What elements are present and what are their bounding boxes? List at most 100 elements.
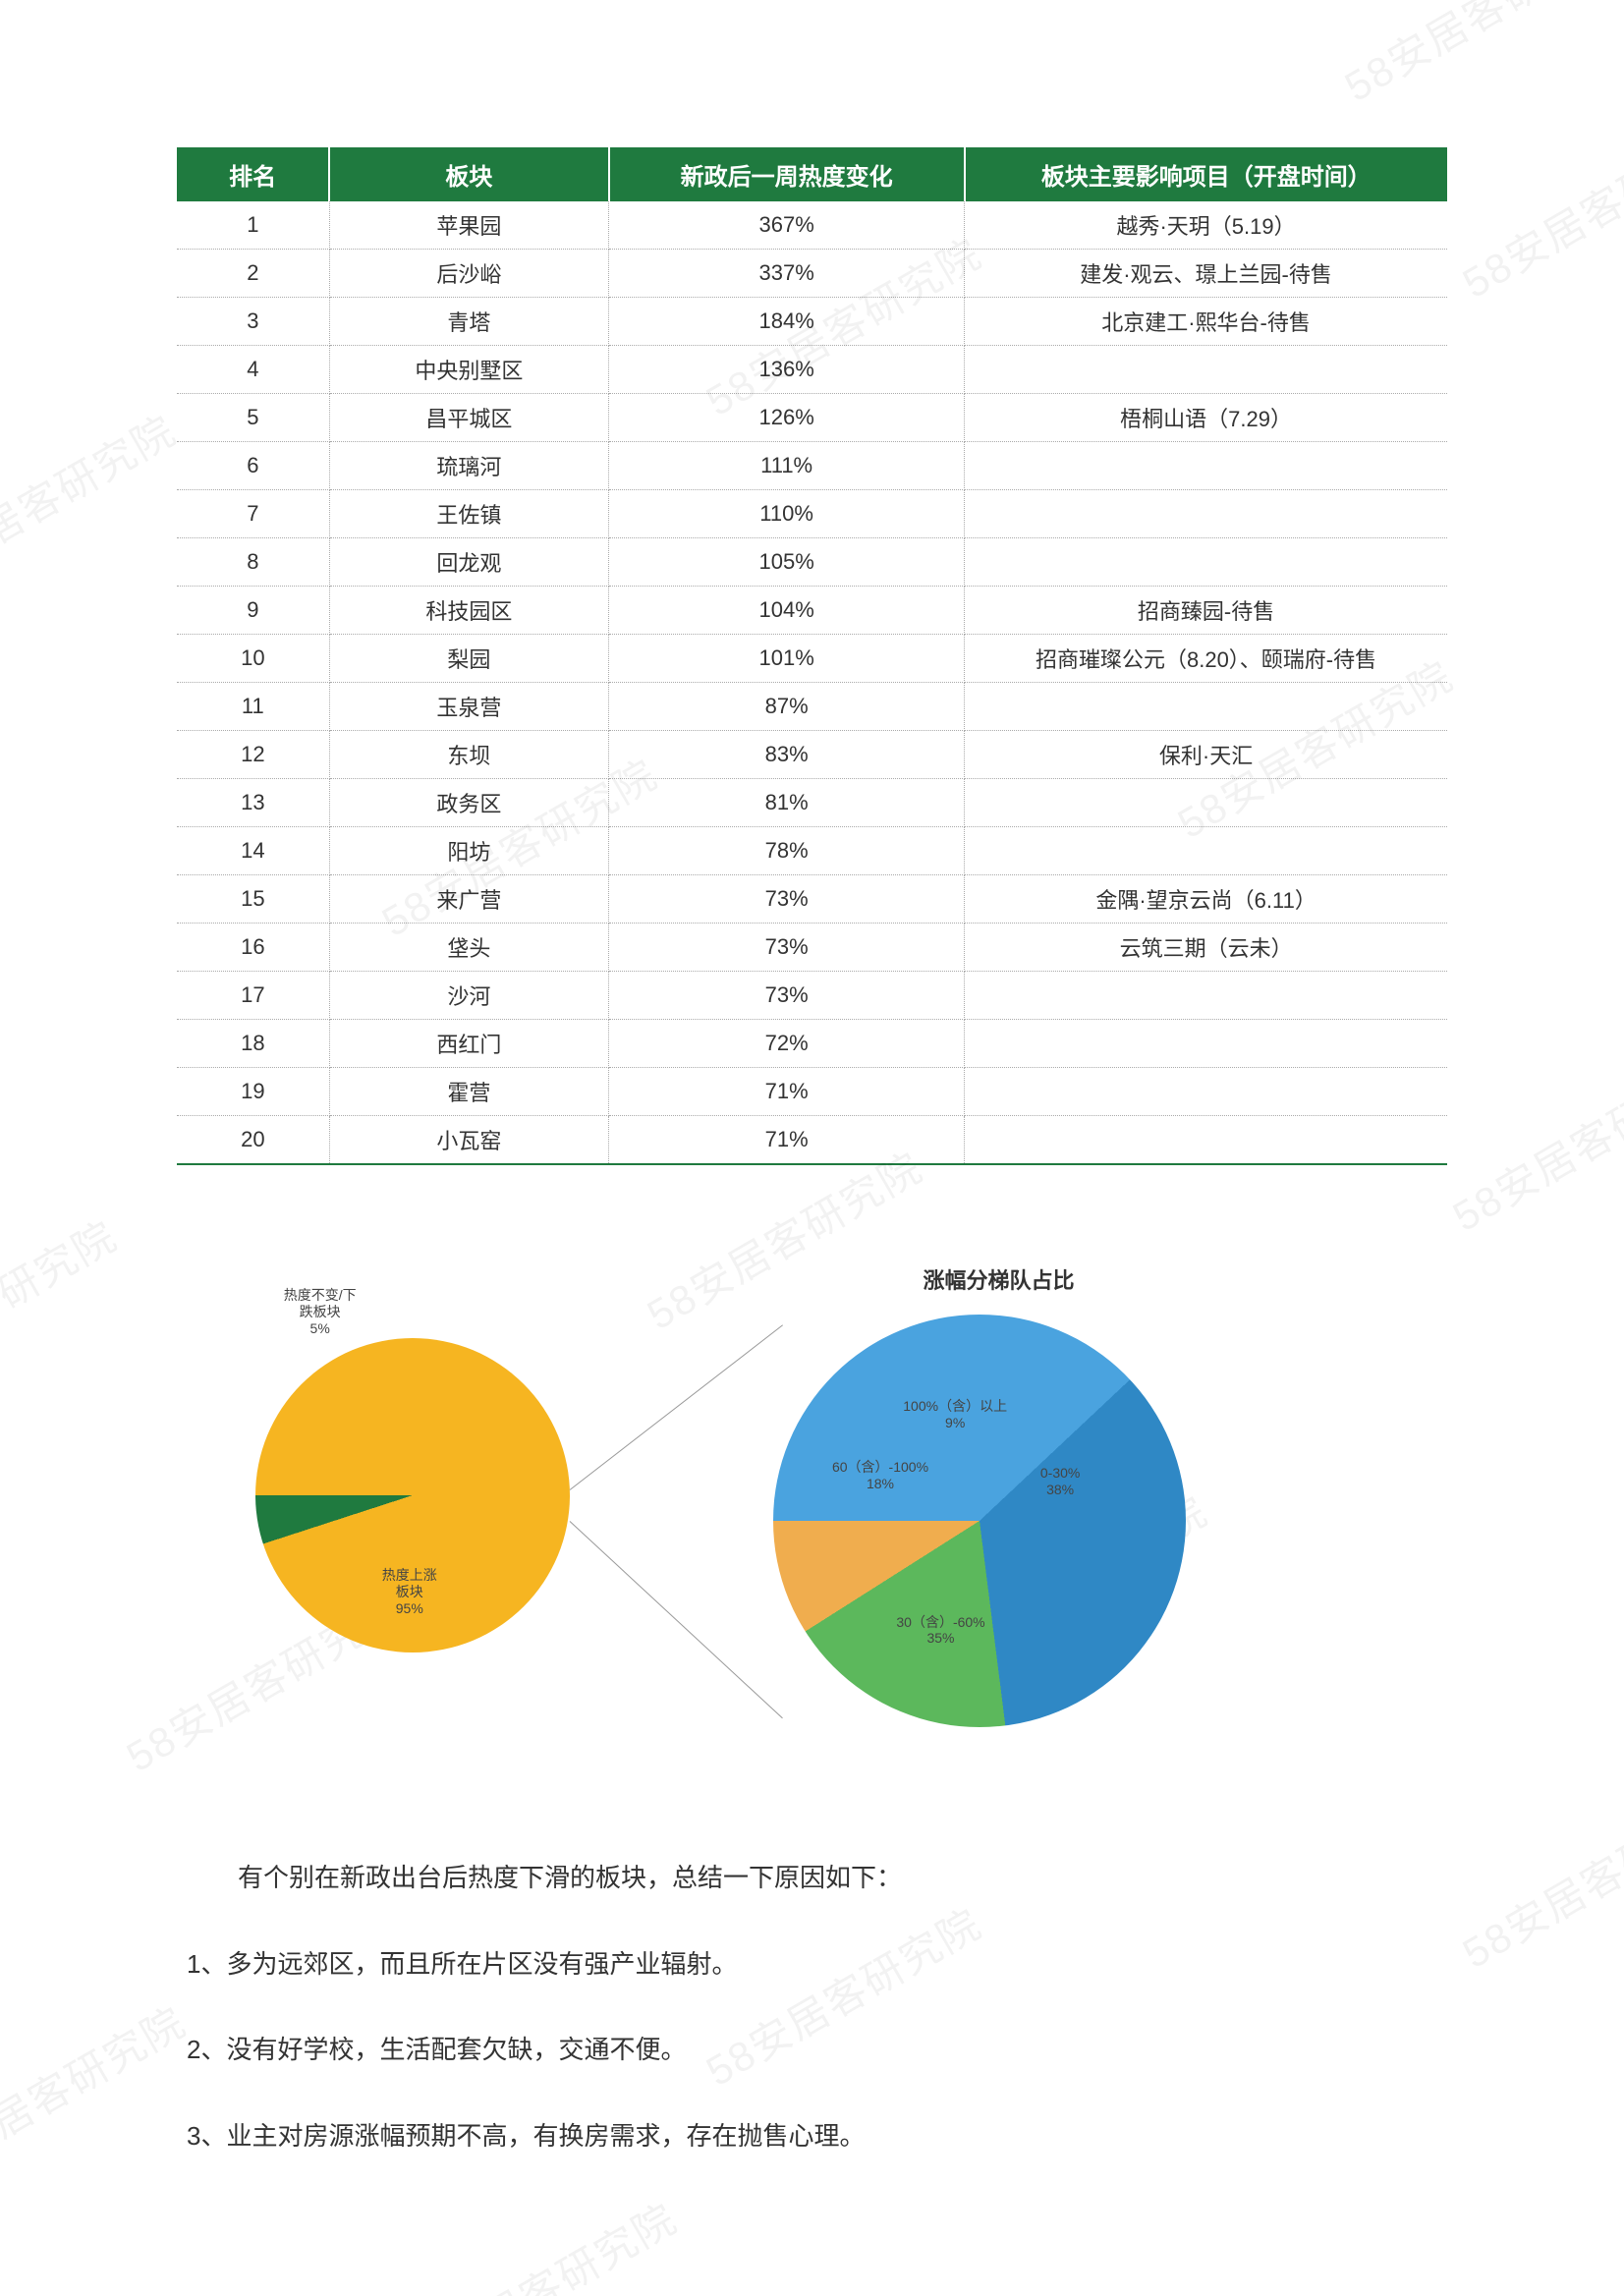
table-row: 18西红门72% (177, 1020, 1447, 1068)
table-cell: 71% (609, 1116, 965, 1165)
table-cell: 19 (177, 1068, 329, 1116)
table-cell: 337% (609, 250, 965, 298)
table-cell: 昌平城区 (329, 394, 608, 442)
table-cell: 367% (609, 201, 965, 250)
table-cell (965, 442, 1447, 490)
table-cell: 招商臻园-待售 (965, 587, 1447, 635)
table-cell: 4 (177, 346, 329, 394)
table-row: 2后沙峪337%建发·观云、璟上兰园-待售 (177, 250, 1447, 298)
table-cell: 梨园 (329, 635, 608, 683)
table-row: 20小瓦窑71% (177, 1116, 1447, 1165)
ranking-table: 排名板块新政后一周热度变化板块主要影响项目（开盘时间） 1苹果园367%越秀·天… (177, 147, 1447, 1165)
pie-slice-label: 100%（含）以上9% (903, 1398, 1007, 1431)
table-row: 8回龙观105% (177, 538, 1447, 587)
table-cell: 71% (609, 1068, 965, 1116)
table-cell: 垡头 (329, 924, 608, 972)
table-row: 15来广营73%金隅·望京云尚（6.11） (177, 875, 1447, 924)
table-cell: 73% (609, 875, 965, 924)
table-row: 4中央别墅区136% (177, 346, 1447, 394)
table-cell: 东坝 (329, 731, 608, 779)
watermark: 58安居客研究院 (1450, 1773, 1624, 1980)
table-cell: 北京建工·熙华台-待售 (965, 298, 1447, 346)
table-row: 9科技园区104%招商臻园-待售 (177, 587, 1447, 635)
table-cell: 科技园区 (329, 587, 608, 635)
table-cell: 73% (609, 972, 965, 1020)
table-cell: 15 (177, 875, 329, 924)
table-cell (965, 779, 1447, 827)
pie-slice-label: 热度上涨板块95% (382, 1567, 437, 1616)
watermark: 58安居客研究院 (389, 2186, 687, 2296)
table-cell: 101% (609, 635, 965, 683)
table-cell: 云筑三期（云未） (965, 924, 1447, 972)
table-cell: 14 (177, 827, 329, 875)
table-cell: 136% (609, 346, 965, 394)
table-row: 10梨园101%招商璀璨公元（8.20）、颐瑞府-待售 (177, 635, 1447, 683)
charts-row: 热度上涨板块95%热度不变/下跌板块5% 涨幅分梯队占比 0-30%38%30（… (177, 1263, 1447, 1727)
table-body: 1苹果园367%越秀·天玥（5.19）2后沙峪337%建发·观云、璟上兰园-待售… (177, 201, 1447, 1164)
table-cell: 3 (177, 298, 329, 346)
table-cell: 73% (609, 924, 965, 972)
table-header-cell: 板块主要影响项目（开盘时间） (965, 147, 1447, 201)
table-cell: 阳坊 (329, 827, 608, 875)
table-row: 19霍营71% (177, 1068, 1447, 1116)
table-cell: 6 (177, 442, 329, 490)
table-cell: 13 (177, 779, 329, 827)
watermark: 58安居客研究院 (0, 1204, 127, 1410)
pie-chart-left: 热度上涨板块95%热度不变/下跌板块5% (255, 1338, 570, 1652)
table-cell: 玉泉营 (329, 683, 608, 731)
table-cell: 小瓦窑 (329, 1116, 608, 1165)
table-cell: 回龙观 (329, 538, 608, 587)
watermark: 58安居客研究院 (1332, 0, 1624, 114)
table-cell (965, 827, 1447, 875)
table-cell: 11 (177, 683, 329, 731)
table-cell: 111% (609, 442, 965, 490)
table-cell (965, 972, 1447, 1020)
pie-chart-left-block: 热度上涨板块95%热度不变/下跌板块5% (196, 1338, 570, 1652)
table-row: 16垡头73%云筑三期（云未） (177, 924, 1447, 972)
table-row: 6琉璃河111% (177, 442, 1447, 490)
table-cell: 81% (609, 779, 965, 827)
connector-line (570, 1521, 783, 1718)
table-cell: 霍营 (329, 1068, 608, 1116)
table-cell: 金隅·望京云尚（6.11） (965, 875, 1447, 924)
table-header: 排名板块新政后一周热度变化板块主要影响项目（开盘时间） (177, 147, 1447, 201)
table-row: 7王佐镇110% (177, 490, 1447, 538)
table-cell: 政务区 (329, 779, 608, 827)
table-cell: 8 (177, 538, 329, 587)
table-row: 13政务区81% (177, 779, 1447, 827)
body-point: 1、多为远郊区，而且所在片区没有强产业辐射。 (187, 1932, 1437, 1998)
table-cell: 1 (177, 201, 329, 250)
body-intro: 有个别在新政出台后热度下滑的板块，总结一下原因如下： (187, 1845, 1437, 1912)
table-cell: 12 (177, 731, 329, 779)
watermark: 58安居客研究院 (0, 398, 186, 604)
table-cell: 琉璃河 (329, 442, 608, 490)
watermark: 58安居客研究院 (1440, 1036, 1624, 1243)
table-cell (965, 1068, 1447, 1116)
table-cell: 104% (609, 587, 965, 635)
table-cell: 105% (609, 538, 965, 587)
table-cell: 78% (609, 827, 965, 875)
table-row: 14阳坊78% (177, 827, 1447, 875)
table-cell (965, 1020, 1447, 1068)
table-cell: 72% (609, 1020, 965, 1068)
table-cell: 2 (177, 250, 329, 298)
page-root: 58安居客研究院 58安居客研究院 58安居客研究院 58安居客研究院 58安居客研究院… (0, 0, 1624, 2296)
table-cell: 王佐镇 (329, 490, 608, 538)
table-cell: 20 (177, 1116, 329, 1165)
table-cell: 来广营 (329, 875, 608, 924)
table-row: 5昌平城区126%梧桐山语（7.29） (177, 394, 1447, 442)
table-cell: 87% (609, 683, 965, 731)
table-cell: 110% (609, 490, 965, 538)
table-cell: 7 (177, 490, 329, 538)
table-cell: 沙河 (329, 972, 608, 1020)
body-point: 3、业主对房源涨幅预期不高，有换房需求，存在抛售心理。 (187, 2103, 1437, 2170)
watermark: 58安居客研究院 (1617, 1380, 1624, 1587)
table-row: 1苹果园367%越秀·天玥（5.19） (177, 201, 1447, 250)
table-cell: 西红门 (329, 1020, 608, 1068)
table-cell (965, 490, 1447, 538)
table-cell: 5 (177, 394, 329, 442)
table-header-cell: 板块 (329, 147, 608, 201)
pie-slice-label: 0-30%38% (1040, 1465, 1080, 1498)
table-cell: 招商璀璨公元（8.20）、颐瑞府-待售 (965, 635, 1447, 683)
table-cell: 16 (177, 924, 329, 972)
